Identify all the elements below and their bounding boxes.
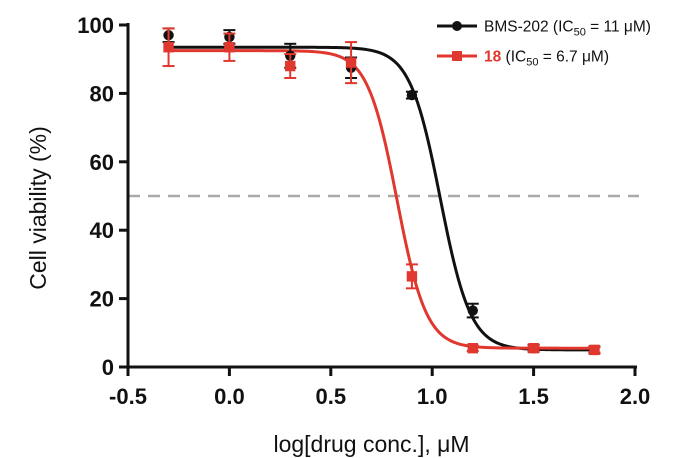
data-point-compound-18 [345,41,358,85]
y-tick-label: 100 [77,13,114,38]
y-tick-label: 0 [102,355,114,380]
legend-marker [452,51,462,61]
y-tick-label: 40 [90,218,114,243]
marker-square [285,60,296,72]
x-tick-label: 2.0 [620,384,651,409]
marker-circle [467,305,478,316]
x-tick-label: 1.0 [417,384,448,409]
legend-ic-prefix: (IC [501,49,526,66]
marker-square [528,342,539,354]
data-point-compound-18 [223,32,236,62]
marker-square [589,344,600,356]
legend-label: 18 (IC50 = 6.7 μM) [484,49,609,69]
data-point-compound-18 [284,53,297,80]
fit-curve-bms-202 [168,45,595,352]
legend-item-compound-18: 18 (IC50 = 6.7 μM) [437,49,609,69]
legend-ic-value: = 6.7 μM) [538,49,609,66]
y-tick-label: 80 [90,81,114,106]
data-points [162,27,601,356]
data-point-compound-18 [527,342,540,354]
legend-series-name: 18 [484,49,502,66]
y-tick-label: 20 [90,287,114,312]
x-axis-title: log[drug conc.], μM [273,431,469,457]
data-point-compound-18 [405,263,418,290]
y-tick-label: 60 [90,150,114,175]
marker-square [406,271,418,282]
legend-marker [452,21,462,31]
x-tick-label: 0.0 [214,384,245,409]
legend: BMS-202 (IC50 = 11 μM)18 (IC50 = 6.7 μM) [437,19,651,69]
fit-curves [168,45,595,352]
marker-circle [406,89,418,101]
marker-square [467,342,478,354]
legend-ic-value: = 11 μM) [586,19,651,36]
legend-label: BMS-202 (IC50 = 11 μM) [484,19,651,39]
y-axis-title: Cell viability (%) [25,126,51,290]
data-point-compound-18 [466,342,479,354]
x-tick-label: -0.5 [109,384,147,409]
axes: 0 20 40 60 80 100 -0.5 0.0 0.5 1.0 1.5 2.0 [77,13,650,409]
legend-ic-subscript: 50 [526,57,538,69]
data-point-compound-18 [588,344,601,356]
fit-curve-compound-18 [168,49,595,350]
marker-square [345,57,357,68]
x-tick-label: 0.5 [316,384,347,409]
x-tick-label: 1.5 [518,384,549,409]
legend-ic-prefix: (IC [549,19,574,36]
data-point-bms-202 [405,89,418,101]
legend-item-bms-202: BMS-202 (IC50 = 11 μM) [437,19,651,39]
marker-square [163,42,174,53]
data-point-compound-18 [162,27,175,68]
legend-series-name: BMS-202 [484,19,549,36]
marker-square [224,42,235,53]
legend-ic-subscript: 50 [574,27,586,39]
data-point-bms-202 [466,302,479,319]
